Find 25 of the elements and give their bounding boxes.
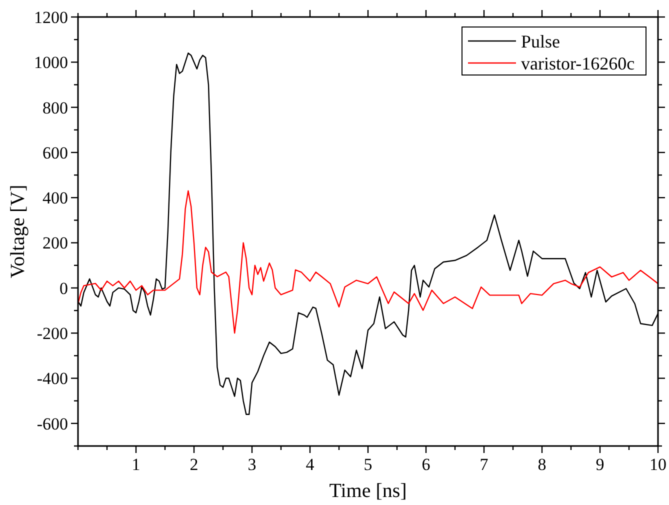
y-tick-label: 400 <box>42 188 68 208</box>
x-tick-label: 7 <box>480 455 489 474</box>
x-axis-title: Time [ns] <box>329 480 407 502</box>
x-tick-label: 3 <box>248 455 256 474</box>
y-tick-label: -400 <box>36 369 68 388</box>
legend-label: varistor-16260c <box>521 53 635 74</box>
y-tick-label: -600 <box>36 414 68 434</box>
line-series <box>77 190 659 334</box>
x-tick-label: 5 <box>364 455 372 474</box>
x-tick-label: 6 <box>422 455 430 474</box>
y-tick-label: 600 <box>42 143 68 162</box>
legend-label: Pulse <box>521 31 560 52</box>
x-tick-label: 9 <box>596 455 604 474</box>
y-tick-label: 200 <box>42 234 68 253</box>
x-tick-label: 2 <box>190 455 198 474</box>
y-tick-label: 0 <box>60 278 68 298</box>
y-tick-label: -200 <box>36 324 68 344</box>
y-axis-title: Voltage [V] <box>7 184 29 278</box>
x-tick-label: 8 <box>538 455 546 474</box>
y-tick-label: 800 <box>42 98 68 118</box>
y-tick-label: 1200 <box>34 8 68 27</box>
x-tick-label: 10 <box>650 455 666 474</box>
x-tick-label: 4 <box>306 455 315 474</box>
x-tick-label: 1 <box>132 455 140 474</box>
y-tick-label: 1000 <box>34 53 68 72</box>
